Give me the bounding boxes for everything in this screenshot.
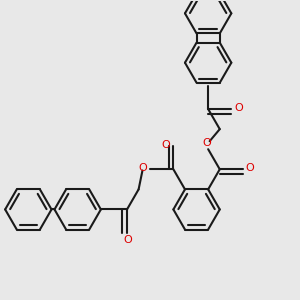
Text: O: O <box>139 163 147 173</box>
Text: O: O <box>246 163 254 173</box>
Text: O: O <box>202 138 211 148</box>
Text: O: O <box>162 140 171 150</box>
Text: O: O <box>234 103 243 113</box>
Text: O: O <box>124 235 133 245</box>
